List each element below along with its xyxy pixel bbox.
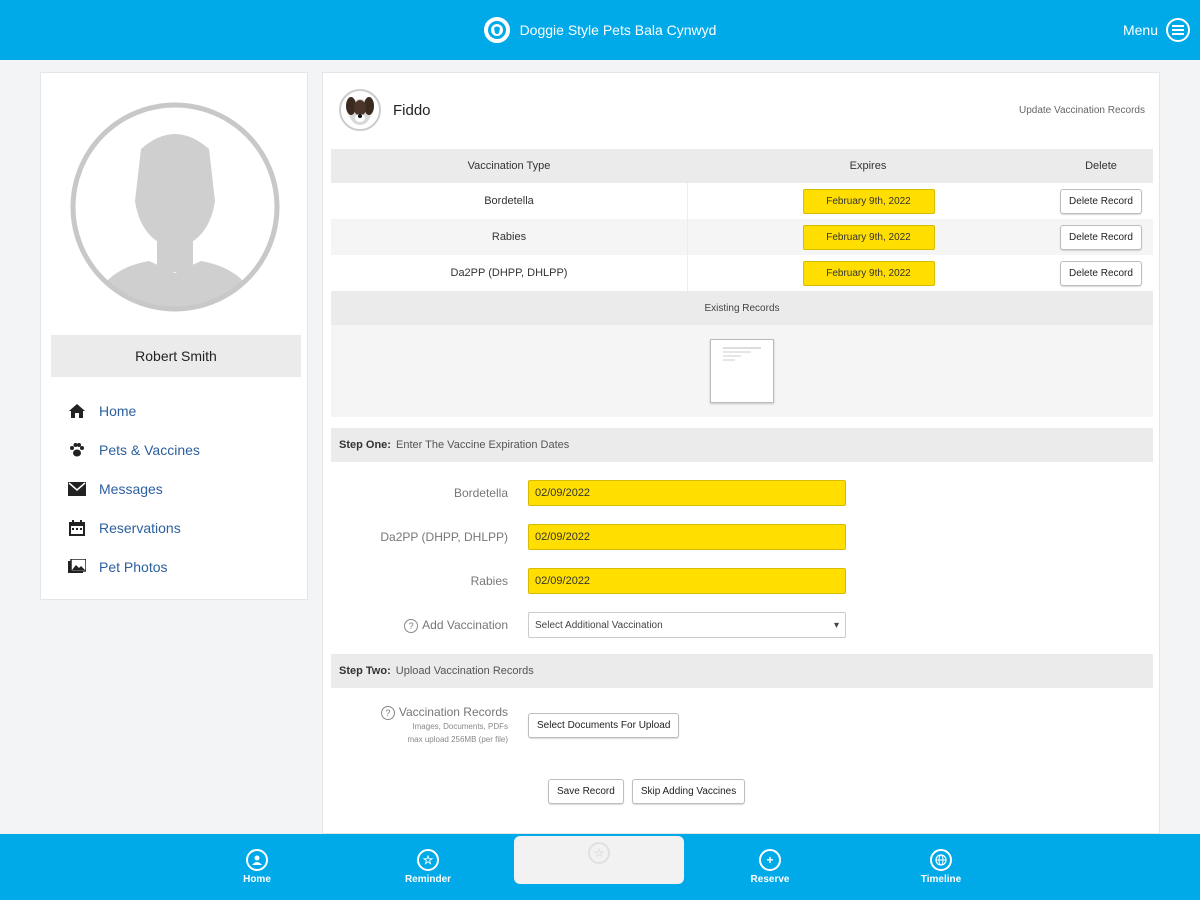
- form-row-upload: ? Vaccination Records Images, Documents, …: [331, 705, 1153, 746]
- sidebar-item-pets-vaccines[interactable]: Pets & Vaccines: [67, 430, 200, 469]
- field-label: Bordetella: [453, 486, 508, 500]
- tab-label: Reserve: [750, 874, 790, 885]
- envelope-icon: [67, 479, 87, 499]
- profile-card: Robert Smith Home Pets & Vaccines Messag…: [40, 72, 308, 600]
- delete-record-button[interactable]: Delete Record: [1060, 188, 1142, 214]
- field-label: Da2PP (DHPP, DHLPP): [380, 530, 508, 544]
- add-vaccination-label: Add Vaccination: [422, 617, 508, 632]
- star-icon: ☆: [417, 849, 439, 871]
- pet-name: Fiddo: [393, 101, 431, 119]
- da2pp-date-input[interactable]: [528, 524, 846, 550]
- tab-vaccines[interactable]: ☆ Vaccines: [514, 836, 684, 884]
- tab-label: Vaccines: [577, 867, 621, 878]
- existing-records-area: [331, 325, 1153, 417]
- rabies-date-input[interactable]: [528, 568, 846, 594]
- vaccine-type: Rabies: [491, 231, 527, 243]
- sidebar-item-label: Messages: [99, 480, 163, 497]
- step-one-text: Enter The Vaccine Expiration Dates: [396, 439, 570, 451]
- sidebar-item-pet-photos[interactable]: Pet Photos: [67, 547, 200, 586]
- photos-icon: [67, 557, 87, 577]
- expiration-badge: February 9th, 2022: [802, 224, 935, 250]
- tab-label: Reminder: [404, 874, 452, 885]
- vaccines-icon: ☆: [588, 842, 610, 864]
- form-row-bordetella: Bordetella: [331, 480, 1153, 506]
- select-placeholder: Select Additional Vaccination: [535, 619, 663, 631]
- menu-label: Menu: [1122, 22, 1158, 38]
- expiration-badge: February 9th, 2022: [802, 260, 935, 286]
- step-two-header: Step Two: Upload Vaccination Records: [331, 654, 1153, 688]
- tab-reserve[interactable]: + Reserve: [720, 834, 820, 900]
- hamburger-icon: [1166, 18, 1190, 42]
- field-label: Rabies: [470, 574, 508, 588]
- document-thumbnail[interactable]: [710, 339, 774, 403]
- pet-avatar[interactable]: [339, 89, 381, 131]
- expiration-badge: February 9th, 2022: [802, 188, 935, 214]
- tab-reminder[interactable]: ☆ Reminder: [378, 834, 478, 900]
- table-row: Bordetella February 9th, 2022 Delete Rec…: [331, 183, 1153, 219]
- existing-records-header: Existing Records: [331, 291, 1153, 325]
- info-icon[interactable]: ?: [380, 706, 395, 720]
- column-header: Delete: [1085, 160, 1117, 172]
- vaccine-type: Da2PP (DHPP, DHLPP): [450, 267, 568, 279]
- globe-icon: [930, 849, 952, 871]
- upload-hint: max upload 256MB (per file): [407, 735, 509, 744]
- table-header-row: Vaccination Type Expires Delete: [331, 149, 1153, 183]
- step-two-text: Upload Vaccination Records: [395, 665, 534, 677]
- profile-name: Robert Smith: [51, 335, 301, 377]
- form-row-da2pp: Da2PP (DHPP, DHLPP): [331, 524, 1153, 550]
- sidebar-item-messages[interactable]: Messages: [67, 469, 200, 508]
- step-two-bold: Step Two:: [339, 665, 391, 677]
- app-title: Doggie Style Pets Bala Cynwyd: [519, 22, 717, 38]
- vaccination-panel: Fiddo Update Vaccination Records Vaccina…: [322, 72, 1160, 834]
- upload-label: Vaccination Records: [398, 705, 508, 719]
- sidebar-item-label: Pet Photos: [99, 558, 168, 575]
- column-header: Expires: [849, 160, 887, 172]
- upload-hint: Images, Documents, PDFs: [412, 722, 508, 731]
- calendar-icon: [67, 518, 87, 538]
- pet-header: Fiddo: [339, 89, 431, 131]
- save-record-button[interactable]: Save Record: [548, 779, 624, 804]
- bottom-tab-bar: Home ☆ Reminder ☆ Vaccines + Reserve Tim…: [0, 834, 1200, 900]
- vaccination-table: Vaccination Type Expires Delete Bordetel…: [331, 149, 1153, 417]
- vaccine-type: Bordetella: [484, 195, 534, 207]
- add-vaccination-select[interactable]: Select Additional Vaccination ▾: [528, 612, 846, 638]
- home-icon: [67, 401, 87, 421]
- tab-home[interactable]: Home: [207, 834, 307, 900]
- dog-logo-icon: [483, 17, 510, 43]
- table-row: Rabies February 9th, 2022 Delete Record: [331, 219, 1153, 255]
- menu-button[interactable]: Menu: [1123, 0, 1190, 60]
- plus-circle-icon: +: [759, 849, 781, 871]
- step-one-header: Step One: Enter The Vaccine Expiration D…: [331, 428, 1153, 462]
- info-icon[interactable]: ?: [404, 618, 419, 633]
- sidebar-nav: Home Pets & Vaccines Messages Reservatio…: [67, 391, 200, 586]
- avatar: [69, 101, 281, 313]
- top-bar: Doggie Style Pets Bala Cynwyd Menu: [0, 0, 1200, 60]
- skip-vaccines-button[interactable]: Skip Adding Vaccines: [631, 779, 746, 804]
- tab-label: Timeline: [920, 874, 962, 885]
- form-row-add-vaccination: ? Add Vaccination Select Additional Vacci…: [331, 612, 1153, 638]
- tab-label: Home: [243, 874, 271, 885]
- update-records-link[interactable]: Update Vaccination Records: [1019, 105, 1145, 116]
- sidebar-item-label: Home: [99, 402, 137, 419]
- brand[interactable]: Doggie Style Pets Bala Cynwyd: [0, 0, 1200, 60]
- sidebar-item-label: Reservations: [99, 519, 181, 536]
- sidebar-item-home[interactable]: Home: [67, 391, 200, 430]
- delete-record-button[interactable]: Delete Record: [1060, 224, 1142, 250]
- tab-timeline[interactable]: Timeline: [891, 834, 991, 900]
- step-one-bold: Step One:: [339, 439, 391, 451]
- user-circle-icon: [246, 849, 268, 871]
- sidebar-item-label: Pets & Vaccines: [99, 441, 200, 458]
- table-row: Da2PP (DHPP, DHLPP) February 9th, 2022 D…: [331, 255, 1153, 291]
- column-header: Vaccination Type: [467, 160, 551, 172]
- select-documents-button[interactable]: Select Documents For Upload: [528, 713, 680, 738]
- chevron-down-icon: ▾: [833, 619, 839, 631]
- paw-icon: [67, 440, 87, 460]
- delete-record-button[interactable]: Delete Record: [1060, 260, 1142, 286]
- sidebar-item-reservations[interactable]: Reservations: [67, 508, 200, 547]
- form-row-rabies: Rabies: [331, 568, 1153, 594]
- bordetella-date-input[interactable]: [528, 480, 846, 506]
- form-actions: Save Record Skip Adding Vaccines: [331, 779, 1153, 804]
